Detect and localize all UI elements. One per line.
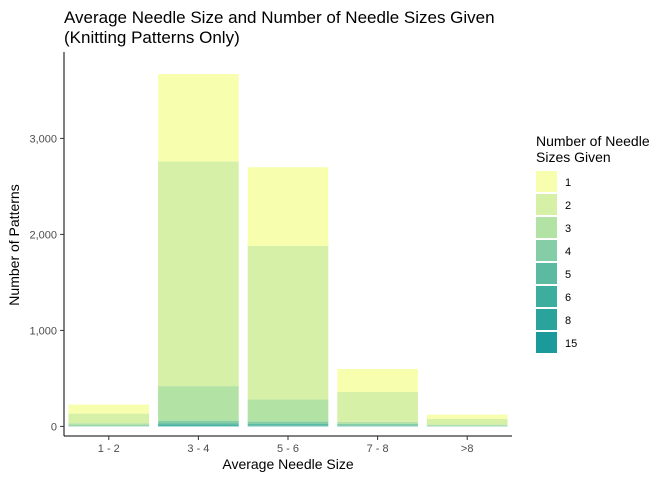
legend-label: 3 [565,223,571,235]
x-tick-label: 1 - 2 [98,443,120,455]
y-tick-label: 2,000 [29,229,57,241]
bar-segment [247,167,329,246]
x-tick-label: >8 [461,443,474,455]
legend-label: 8 [565,315,571,327]
y-tick-label: 0 [51,421,57,433]
legend-swatch [536,286,557,307]
y-tick-label: 1,000 [29,325,57,337]
legend-label: 2 [565,200,571,212]
bar-segment [247,424,329,426]
legend-label: 15 [565,338,577,350]
bar-segment [158,161,239,387]
chart-title-line-2: (Knitting Patterns Only) [64,28,240,47]
legend-swatch [536,263,557,284]
bar-segment [337,421,418,424]
y-tick-label: 3,000 [29,133,57,145]
bar-segment [247,421,329,424]
bar-segment [68,425,150,427]
bar-segment [68,423,150,426]
legend-label: 1 [565,177,571,189]
bar-segment [337,423,418,426]
bar-segment [426,414,508,419]
bar-segment [426,418,508,425]
legend-swatch [536,332,557,353]
x-tick-label: 7 - 8 [367,443,389,455]
legend-swatch [536,171,557,192]
bar-segment [247,399,329,422]
bar-segment [68,413,150,424]
bars [68,74,508,427]
legend-title-line-1: Number of Needle [536,133,650,149]
legend-swatch [536,240,557,261]
x-axis-title: Average Needle Size [222,456,353,472]
legend-label: 5 [565,269,571,281]
legend-label: 6 [565,292,571,304]
legend-label: 4 [565,246,571,258]
y-axis-ticks: 0 1,000 2,000 3,000 [29,133,64,433]
legend-title-line-2: Sizes Given [536,149,611,165]
bar-segment [337,392,418,422]
legend: Number of Needle Sizes Given 1 2 3 4 5 6 8 15 [536,133,650,353]
x-axis-ticks: 1 - 2 3 - 4 5 - 6 7 - 8 >8 [98,436,474,455]
legend-swatch [536,309,557,330]
bar-segment [68,404,150,414]
x-tick-label: 3 - 4 [187,443,209,455]
chart-title-line-1: Average Needle Size and Number of Needle… [64,8,495,27]
legend-items: 1 2 3 4 5 6 8 15 [536,171,577,353]
x-tick-label: 5 - 6 [277,443,299,455]
legend-swatch [536,217,557,238]
bar-segment [158,424,239,426]
legend-swatch [536,194,557,215]
bar-segment [247,425,329,426]
bar-segment [247,245,329,400]
bar-segment [158,74,239,162]
bar-segment [158,420,239,424]
bar-segment [158,386,239,421]
y-axis-title: Number of Patterns [6,184,22,305]
bar-segment [426,424,508,426]
bar-segment [158,423,239,425]
bar-segment [337,368,418,393]
